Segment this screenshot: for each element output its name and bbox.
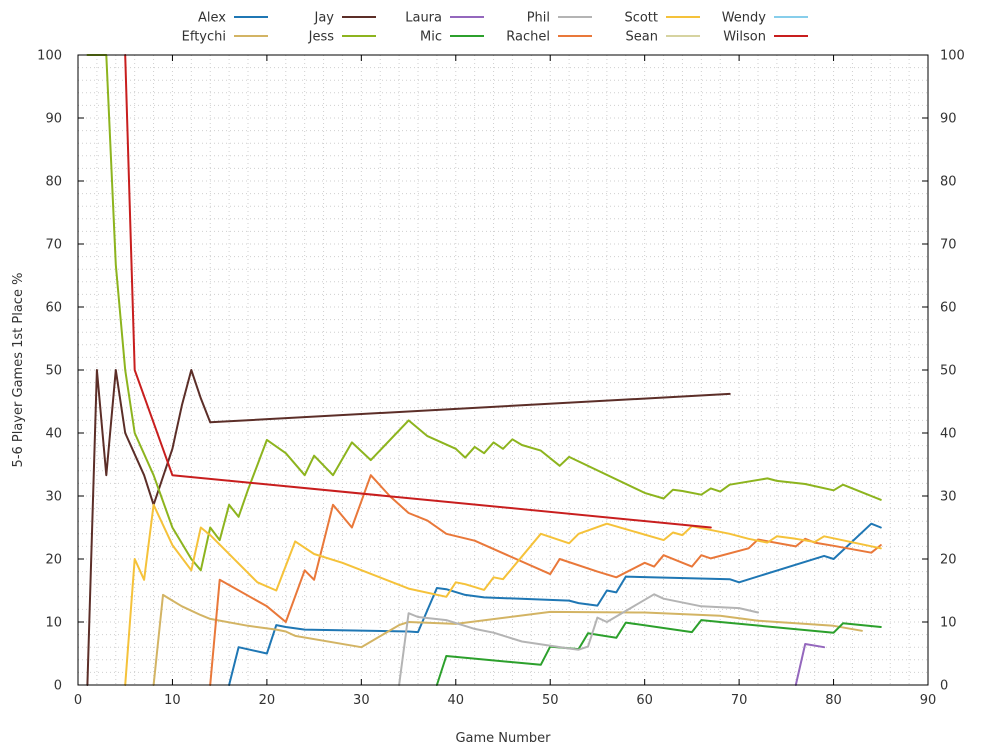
x-tick-label: 60 <box>636 693 653 708</box>
legend-item-rachel[interactable]: Rachel <box>506 30 592 45</box>
y-tick-label-right: 90 <box>940 112 957 127</box>
y-tick-label-right: 60 <box>940 301 957 316</box>
legend-label-eftychi: Eftychi <box>182 30 226 45</box>
legend-label-jess: Jess <box>308 30 335 45</box>
legend-label-rachel: Rachel <box>506 30 550 45</box>
legend-label-sean: Sean <box>626 30 658 45</box>
series-line-mic <box>435 619 882 686</box>
y-tick-label-right: 70 <box>940 238 957 253</box>
legend-item-jay[interactable]: Jay <box>314 11 377 26</box>
grid <box>77 54 929 686</box>
legend-label-wendy: Wendy <box>722 11 767 26</box>
y-tick-label: 80 <box>45 175 62 190</box>
y-tick-label: 90 <box>45 112 62 127</box>
y-tick-label-right: 0 <box>940 679 948 694</box>
y-tick-label-right: 50 <box>940 364 957 379</box>
y-tick-label: 70 <box>45 238 62 253</box>
series-line-rachel <box>209 474 882 686</box>
y-tick-label: 10 <box>45 616 62 631</box>
legend-item-wendy[interactable]: Wendy <box>722 11 808 26</box>
y-tick-label-right: 10 <box>940 616 957 631</box>
y-axis-label: 5-6 Player Games 1st Place % <box>11 273 26 468</box>
x-axis-label: Game Number <box>455 731 551 746</box>
legend-label-laura: Laura <box>405 11 442 26</box>
x-tick-label: 10 <box>164 693 181 708</box>
legend-label-phil: Phil <box>527 11 550 26</box>
series-lines <box>86 54 882 686</box>
series-line-laura <box>794 643 826 686</box>
legend-item-sean[interactable]: Sean <box>626 30 700 45</box>
y-tick-label-right: 40 <box>940 427 957 442</box>
x-tick-label: 20 <box>259 693 276 708</box>
legend-item-alex[interactable]: Alex <box>198 11 268 26</box>
series-line-wilson <box>124 54 712 529</box>
legend-item-mic[interactable]: Mic <box>420 30 484 45</box>
legend-label-scott: Scott <box>624 11 658 26</box>
x-tick-label: 0 <box>74 693 82 708</box>
series-line-jess <box>86 54 882 572</box>
series-line-phil <box>398 593 759 686</box>
series-line-alex <box>228 522 882 686</box>
legend-item-jess[interactable]: Jess <box>308 30 376 45</box>
x-tick-label: 70 <box>731 693 748 708</box>
y-tick-label: 40 <box>45 427 62 442</box>
legend-item-laura[interactable]: Laura <box>405 11 484 26</box>
y-tick-label: 100 <box>37 49 62 64</box>
x-tick-label: 90 <box>920 693 937 708</box>
y-tick-label-right: 30 <box>940 490 957 505</box>
legend-item-scott[interactable]: Scott <box>624 11 700 26</box>
y-tick-label: 20 <box>45 553 62 568</box>
y-tick-label: 60 <box>45 301 62 316</box>
y-tick-label-right: 20 <box>940 553 957 568</box>
y-tick-label-right: 80 <box>940 175 957 190</box>
y-tick-label: 50 <box>45 364 62 379</box>
y-tick-label: 30 <box>45 490 62 505</box>
legend-item-phil[interactable]: Phil <box>527 11 592 26</box>
legend-label-alex: Alex <box>198 11 226 26</box>
x-tick-label: 30 <box>353 693 370 708</box>
y-tick-label-right: 100 <box>940 49 965 64</box>
series-line-eftychi <box>152 593 863 686</box>
series-line-scott <box>124 503 882 686</box>
x-tick-label: 80 <box>825 693 842 708</box>
legend-label-jay: Jay <box>314 11 335 26</box>
plot-frame <box>77 54 929 686</box>
legend-label-wilson: Wilson <box>723 30 766 45</box>
legend-item-wilson[interactable]: Wilson <box>723 30 808 45</box>
legend-item-eftychi[interactable]: Eftychi <box>182 30 268 45</box>
y-tick-label: 0 <box>54 679 62 694</box>
x-tick-label: 50 <box>542 693 559 708</box>
series-line-jay <box>86 369 731 686</box>
x-tick-label: 40 <box>448 693 465 708</box>
legend-label-mic: Mic <box>420 30 442 45</box>
legend[interactable]: Alex Eftychi Jay Jess Laura Mic Phil Rachel Scot… <box>182 11 808 45</box>
